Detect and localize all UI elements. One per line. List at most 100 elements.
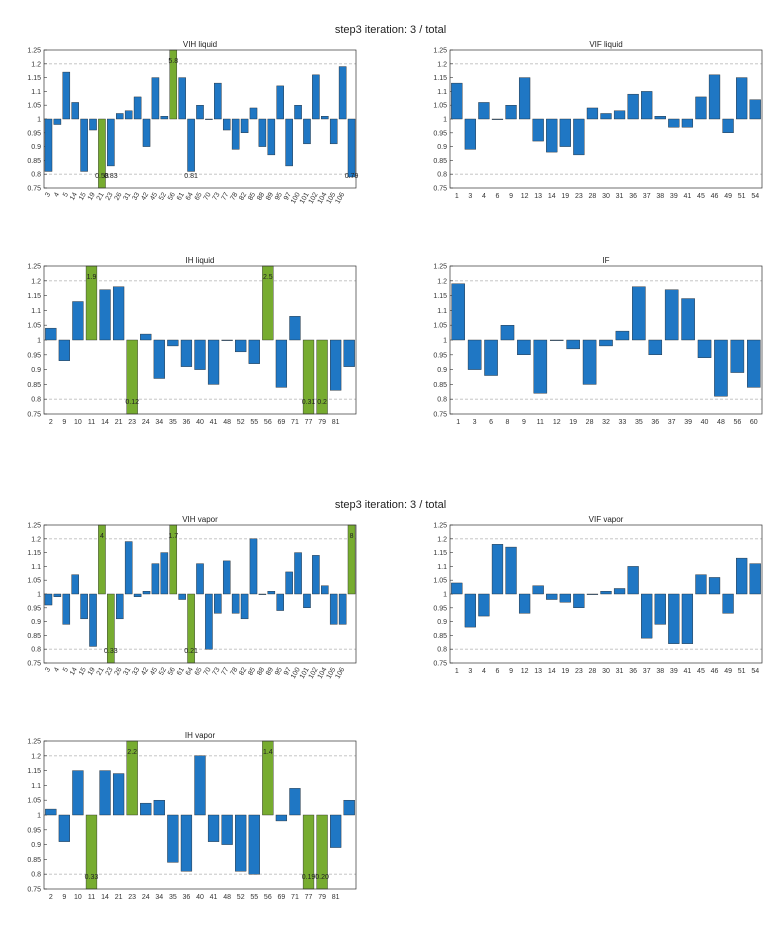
- x-tick-label: 31: [616, 193, 624, 200]
- axes-frame: [43, 740, 357, 890]
- bar: [730, 339, 745, 373]
- bar: [491, 118, 504, 120]
- bar-data-label: 0.33: [104, 648, 118, 655]
- bar: [532, 118, 544, 142]
- y-tick-label: 0.95: [27, 605, 41, 612]
- bar: [248, 814, 260, 875]
- bar-data-label: 0.58: [95, 173, 109, 180]
- x-tick-label: 31: [616, 668, 624, 675]
- bar: [62, 71, 71, 120]
- x-tick-label: 61: [176, 191, 186, 201]
- bar: [240, 118, 249, 134]
- y-tick-label: 0.85: [27, 857, 41, 864]
- axes-frame: [43, 49, 357, 189]
- y-tick-label: 1.25: [27, 264, 41, 271]
- y-tick-label: 0.75: [27, 887, 41, 894]
- x-tick-label: 21: [96, 191, 106, 201]
- x-tick-label: 101: [299, 666, 311, 680]
- x-tick-label: 49: [724, 668, 732, 675]
- bar-data-label: 0.2: [317, 399, 327, 406]
- y-tick-label: 1.05: [27, 103, 41, 110]
- x-tick-label: 1: [455, 668, 459, 675]
- x-tick-label: 23: [575, 668, 583, 675]
- bar-data-label: 2.5: [263, 274, 273, 281]
- x-tick-label: 35: [635, 419, 643, 426]
- bar: [231, 118, 240, 150]
- x-tick-label: 35: [169, 419, 177, 426]
- bar: [112, 773, 125, 816]
- x-tick-label: 4: [482, 668, 486, 675]
- x-tick-label: 38: [656, 668, 664, 675]
- bar: [722, 593, 734, 614]
- bar: [343, 339, 355, 367]
- y-tick-label: 1.1: [31, 89, 41, 96]
- bar: [53, 118, 62, 125]
- bar: [276, 85, 284, 120]
- y-tick-label: 0.75: [433, 186, 447, 193]
- x-tick-label: 102: [308, 666, 320, 680]
- bar: [240, 593, 249, 620]
- x-tick-label: 15: [78, 666, 88, 676]
- x-tick-label: 70: [203, 191, 213, 201]
- bar: [627, 566, 639, 595]
- y-tick-label: 1: [37, 592, 41, 599]
- bar: [668, 118, 680, 128]
- y-tick-label: 0.95: [433, 352, 447, 359]
- bar: [559, 593, 571, 603]
- y-tick-label: 0.75: [27, 661, 41, 668]
- x-tick-label: 82: [238, 666, 248, 676]
- bar: [222, 118, 231, 131]
- x-tick-label: 24: [142, 894, 150, 901]
- chart-vif-vapor: VIF vapor 0.75 0.8 0.85 0.9 0.95 1 1.05 1.1 1.15 1…: [433, 515, 763, 675]
- x-tick-label: 36: [183, 419, 191, 426]
- x-tick-label: 4: [53, 191, 61, 198]
- bar: [180, 814, 193, 872]
- x-tick-label: 13: [534, 668, 542, 675]
- x-tick-label: 52: [237, 419, 245, 426]
- bar: [153, 339, 165, 379]
- bar: [478, 593, 490, 617]
- bar: [178, 77, 186, 120]
- bar: [45, 327, 57, 341]
- y-tick-label: 1.1: [437, 308, 447, 315]
- bar: [89, 593, 97, 647]
- bar: [546, 118, 558, 153]
- x-tick-label: 10: [74, 419, 82, 426]
- bar: [99, 770, 111, 816]
- bar: [347, 118, 356, 178]
- x-tick-label: 69: [277, 894, 285, 901]
- x-tick-label: 23: [128, 419, 136, 426]
- x-tick-label: 69: [277, 419, 285, 426]
- bar: [89, 118, 97, 131]
- chart-ih-liquid: IH liquid 0.75 0.8 0.85 0.9 0.95 1 1.05 1.1 1.15 1…: [27, 256, 357, 426]
- x-tick-label: 85: [247, 666, 257, 676]
- x-tick-label: 37: [668, 419, 676, 426]
- bar: [747, 339, 761, 388]
- x-tick-label: 40: [196, 419, 204, 426]
- bar: [124, 110, 133, 120]
- bar: [697, 339, 712, 358]
- y-tick-label: 1.1: [437, 564, 447, 571]
- x-tick-label: 71: [291, 894, 299, 901]
- bar: [267, 118, 276, 156]
- x-tick-label: 14: [69, 191, 79, 201]
- bar: [500, 324, 515, 341]
- y-tick-label: 0.85: [433, 158, 447, 165]
- bar: [214, 593, 222, 614]
- y-tick-label: 0.9: [437, 619, 447, 626]
- x-tick-label: 73: [212, 191, 222, 201]
- y-tick-label: 0.9: [31, 619, 41, 626]
- x-tick-label: 77: [305, 419, 313, 426]
- bar-data-label: 0.81: [184, 173, 198, 180]
- y-tick-label: 1.05: [433, 323, 447, 330]
- y-tick-label: 0.95: [27, 352, 41, 359]
- bar: [285, 118, 293, 167]
- bar: [451, 82, 463, 120]
- x-tick-label: 79: [318, 894, 326, 901]
- bar: [151, 77, 160, 120]
- x-tick-label: 79: [318, 419, 326, 426]
- bar: [321, 116, 329, 120]
- x-tick-label: 19: [87, 191, 97, 201]
- bar: [205, 593, 213, 650]
- bar: [549, 339, 564, 341]
